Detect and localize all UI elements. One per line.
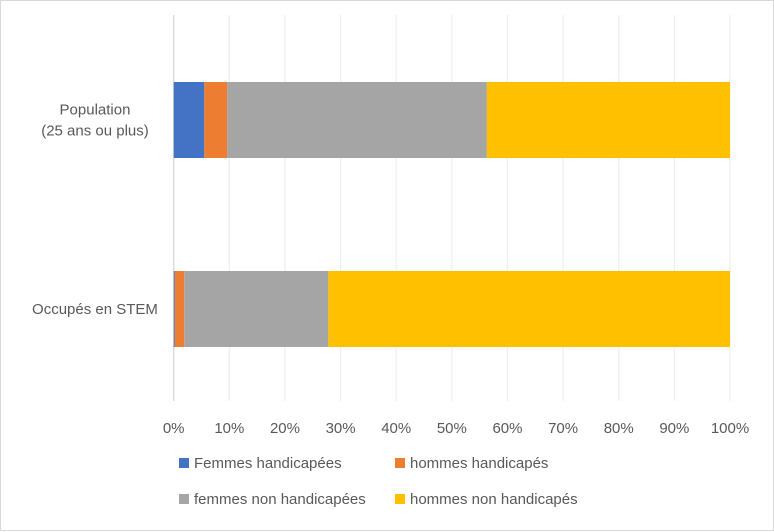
- bar-segment-2-category-1: [184, 271, 329, 347]
- x-tick-label: 50%: [437, 420, 467, 437]
- category-label: (25 ans ou plus): [41, 123, 149, 140]
- bar-segment-3-category-1: [328, 271, 730, 347]
- x-tick-label: 100%: [711, 420, 749, 437]
- bar-segment-1-category-1: [174, 271, 185, 347]
- category-label: Occupés en STEM: [32, 301, 158, 318]
- legend-swatch: [395, 458, 405, 468]
- bar-segment-2-category-0: [227, 82, 487, 158]
- x-tick-label: 80%: [604, 420, 634, 437]
- bar-segment-3-category-0: [486, 82, 730, 158]
- x-tick-label: 20%: [270, 420, 300, 437]
- legend-swatch: [179, 494, 189, 504]
- bar-segment-1-category-0: [204, 82, 228, 158]
- x-tick-label: 10%: [214, 420, 244, 437]
- x-tick-label: 90%: [659, 420, 689, 437]
- bar-segment-0-category-0: [173, 82, 205, 158]
- x-tick-label: 30%: [326, 420, 356, 437]
- x-tick-label: 40%: [381, 420, 411, 437]
- x-tick-label: 60%: [492, 420, 522, 437]
- legend-label: hommes handicapés: [410, 455, 548, 472]
- category-label: Population: [60, 102, 131, 119]
- legend-swatch: [179, 458, 189, 468]
- x-tick-label: 70%: [548, 420, 578, 437]
- x-tick-label: 0%: [163, 420, 185, 437]
- legend-swatch: [395, 494, 405, 504]
- legend-label: femmes non handicapées: [194, 491, 366, 508]
- legend-label: Femmes handicapées: [194, 455, 342, 472]
- legend-label: hommes non handicapés: [410, 491, 578, 508]
- bar-segment-0-category-1: [173, 271, 175, 347]
